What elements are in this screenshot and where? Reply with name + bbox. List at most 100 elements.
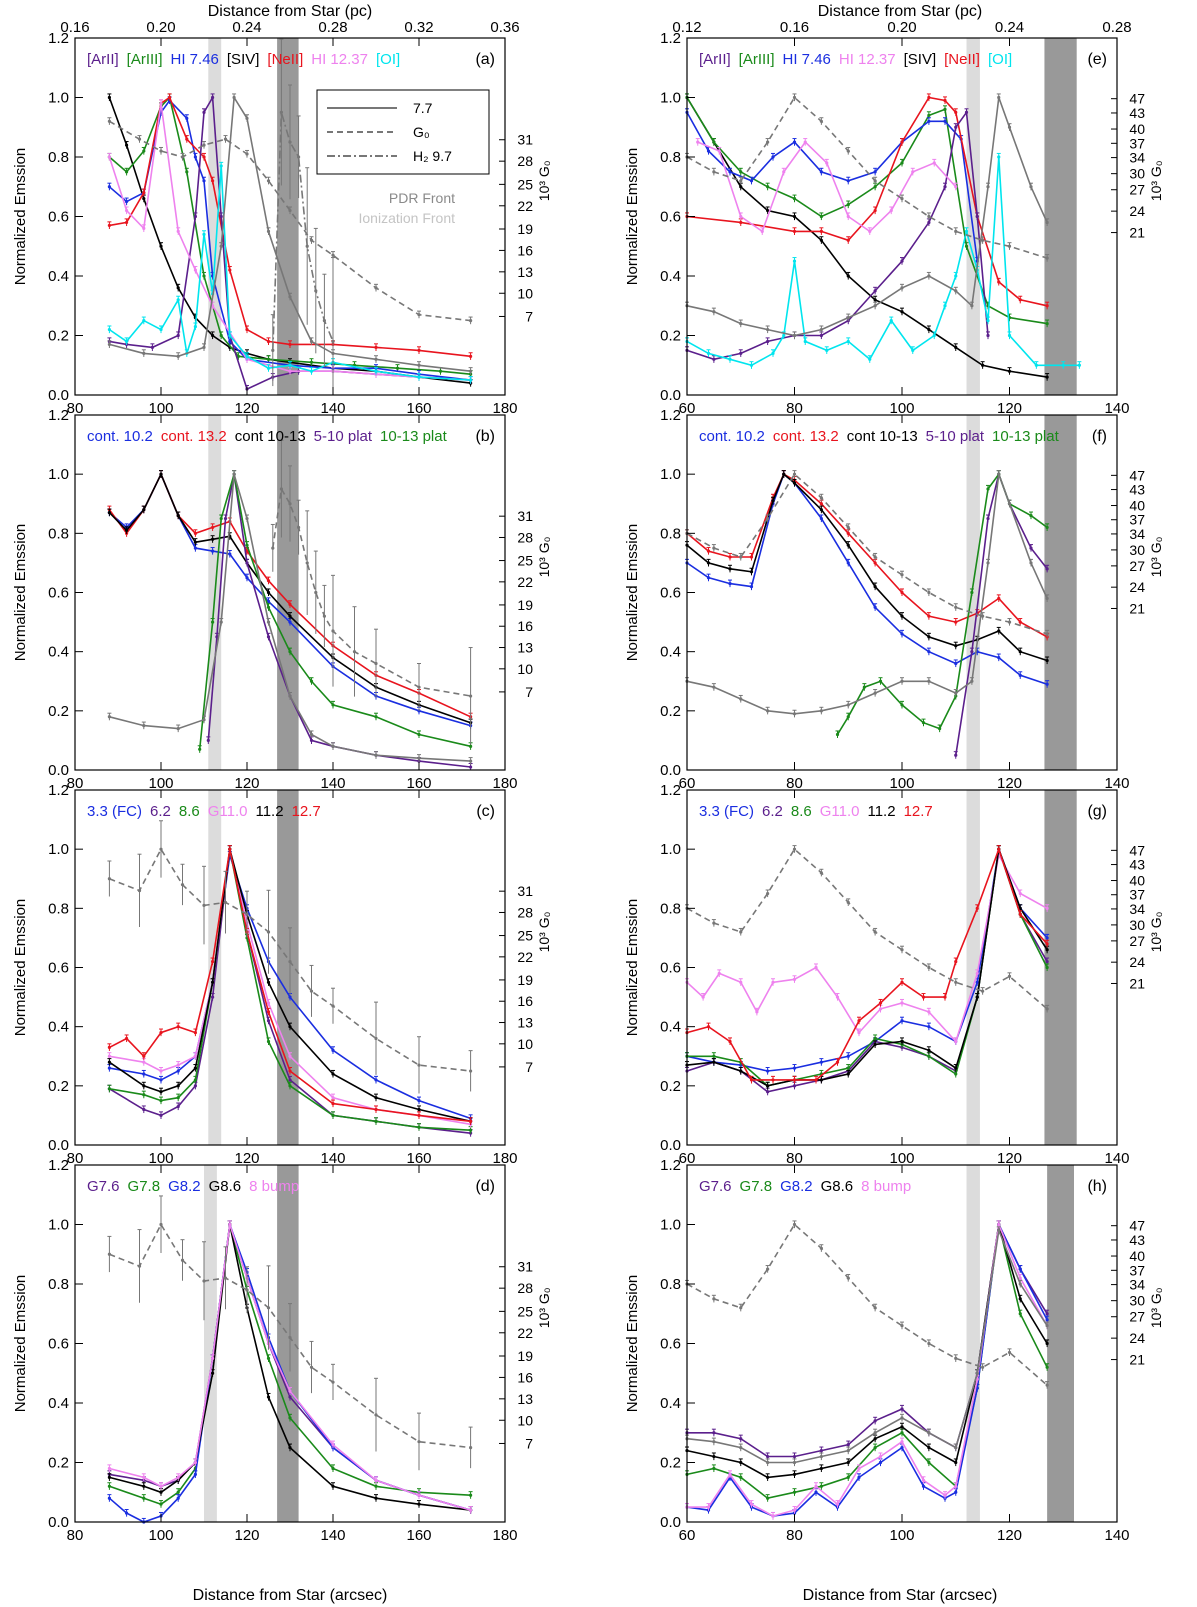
x-tick-label: 140	[320, 400, 345, 417]
g0-axis-label: 10³ G₀	[1148, 911, 1164, 952]
data-point	[927, 113, 931, 117]
ionization-front-band	[966, 790, 980, 1145]
data-point	[766, 1454, 770, 1459]
data-point	[374, 1078, 378, 1082]
g0-tick-label: 30	[1129, 1293, 1145, 1309]
data-point	[873, 1042, 877, 1047]
g0-tick-label: 40	[1129, 873, 1145, 889]
data-point	[137, 888, 142, 893]
data-point	[954, 1460, 958, 1465]
data-point	[846, 238, 850, 242]
data-point	[1045, 322, 1049, 326]
x-tick-label: 60	[679, 400, 696, 417]
data-point	[819, 214, 823, 219]
data-point	[417, 1440, 421, 1444]
data-point	[749, 570, 754, 574]
data-point	[927, 1054, 931, 1058]
data-point	[986, 185, 990, 189]
top-tick-label: 0.32	[404, 19, 433, 36]
g0-axis-label: 10³ G₀	[1148, 160, 1164, 201]
x-tick-label: 180	[492, 1527, 517, 1544]
top-tick-label: 0.36	[490, 19, 519, 36]
legend-entry: 10-13 plat	[992, 428, 1060, 445]
data-point	[766, 891, 770, 896]
data-point	[814, 965, 818, 970]
y-tick-label: 0.0	[660, 762, 681, 779]
g0-tick-label: 19	[517, 1348, 533, 1364]
data-point	[728, 555, 732, 559]
data-point	[819, 229, 823, 233]
data-point	[417, 1493, 421, 1497]
line-style-legend-box	[316, 89, 490, 175]
ionization-front-band	[966, 1165, 980, 1522]
data-point	[900, 1446, 904, 1450]
x-tick-label: 160	[406, 1150, 431, 1167]
data-point	[279, 487, 283, 491]
x-tick-label: 140	[1104, 1150, 1129, 1167]
data-point	[782, 472, 786, 476]
g0-tick-label: 22	[517, 949, 533, 965]
data-point	[954, 1446, 958, 1450]
data-point	[107, 1054, 111, 1058]
data-point	[288, 1416, 292, 1420]
data-point	[739, 930, 743, 934]
data-point	[986, 561, 990, 565]
g0-tick-label: 7	[525, 308, 533, 324]
data-point	[857, 1019, 861, 1023]
data-point	[314, 590, 318, 595]
data-point	[712, 921, 716, 925]
data-point	[846, 543, 850, 547]
data-point	[417, 1113, 421, 1118]
legend-entry: [SIV]	[227, 51, 260, 68]
data-point	[954, 620, 958, 624]
top-tick-label: 0.24	[995, 19, 1024, 36]
data-point	[954, 1066, 958, 1070]
g0-axis-label: 10³ G₀	[1148, 1287, 1164, 1328]
g0-tick-label: 25	[517, 176, 533, 192]
g0-tick-label: 47	[1129, 467, 1145, 483]
data-point	[927, 1446, 931, 1450]
top-tick-label: 0.16	[60, 19, 89, 36]
data-point	[706, 576, 711, 580]
data-point	[1045, 658, 1049, 663]
data-point	[792, 333, 797, 338]
data-point	[900, 161, 904, 165]
data-point	[1029, 561, 1033, 565]
y-tick-label: 0.2	[660, 1455, 681, 1472]
data-point	[927, 635, 931, 639]
data-point	[159, 244, 163, 248]
y-tick-label: 1.2	[48, 1157, 69, 1174]
data-point	[766, 1496, 770, 1500]
panel-label: (b)	[475, 428, 495, 445]
series-line	[686, 1223, 1048, 1386]
x-tick-label: 100	[148, 775, 173, 792]
data-point	[309, 369, 314, 373]
data-point	[954, 110, 958, 114]
g0-tick-label: 30	[1129, 917, 1145, 933]
data-point	[309, 732, 314, 737]
data-point	[739, 1437, 743, 1441]
data-point	[331, 744, 335, 748]
data-point	[1045, 959, 1049, 964]
data-point	[792, 1490, 797, 1494]
data-point	[954, 644, 958, 648]
data-point	[1045, 375, 1049, 379]
g0-tick-label: 21	[1129, 1352, 1145, 1368]
data-point	[202, 232, 206, 236]
data-point	[142, 197, 146, 201]
legend-box-label: H₂ 9.7	[413, 148, 452, 164]
series-group	[685, 470, 1050, 759]
g0-tick-label: 37	[1129, 512, 1145, 528]
data-point	[193, 268, 197, 272]
legend-line: G7.6 G7.8 G8.2 G8.6 8 bump	[699, 1178, 911, 1195]
data-point	[1045, 936, 1049, 940]
data-point	[107, 877, 111, 881]
data-point	[245, 561, 249, 565]
data-point	[193, 1078, 197, 1082]
x-tick-label: 140	[320, 1527, 345, 1544]
data-point	[176, 1096, 180, 1100]
data-point	[889, 208, 893, 213]
data-point	[900, 259, 904, 263]
data-point	[309, 339, 314, 344]
data-point	[1045, 906, 1049, 910]
